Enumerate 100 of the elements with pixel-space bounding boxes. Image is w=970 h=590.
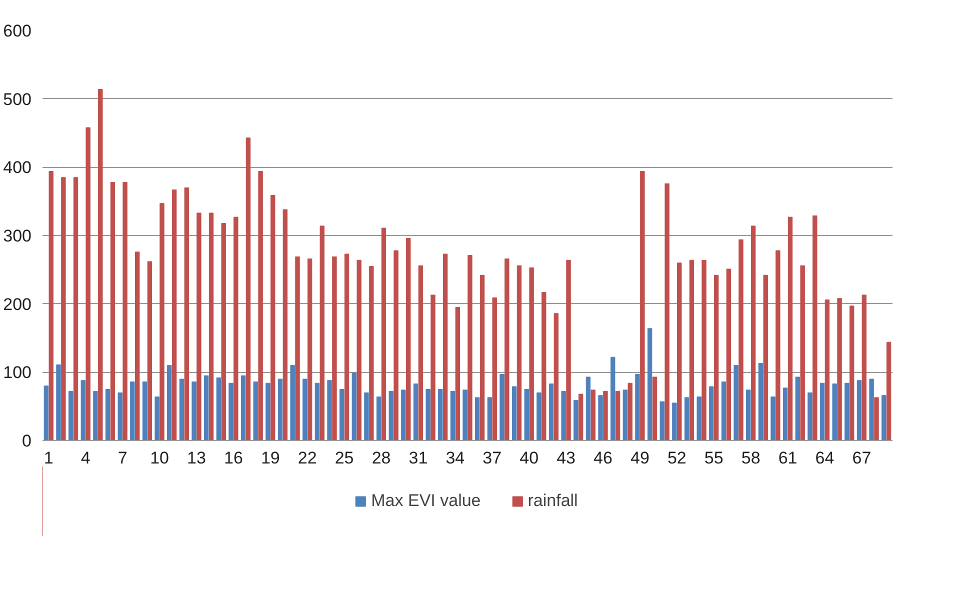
- x-tick-label: 52: [667, 448, 686, 468]
- bar: [603, 391, 608, 440]
- bar: [426, 389, 430, 440]
- bar: [776, 250, 780, 440]
- x-tick-label: 40: [520, 448, 539, 468]
- bar: [702, 260, 706, 440]
- x-tick-label: 25: [334, 448, 354, 468]
- x-tick-label: 58: [741, 448, 760, 468]
- bar: [172, 189, 177, 440]
- bar: [492, 297, 497, 440]
- bar: [406, 238, 411, 440]
- bar: [672, 402, 677, 440]
- bar: [228, 382, 234, 440]
- bar: [566, 260, 571, 440]
- bar: [356, 260, 362, 440]
- bar: [73, 177, 78, 440]
- bar: [327, 380, 332, 440]
- bar: [344, 254, 350, 440]
- bar: [578, 394, 584, 440]
- bar: [647, 328, 652, 440]
- bar: [332, 256, 337, 440]
- x-tick-label: 31: [408, 448, 428, 468]
- bar: [394, 250, 398, 440]
- x-tick-label: 22: [298, 448, 317, 468]
- bar: [340, 389, 344, 440]
- bar: [192, 381, 196, 440]
- bar: [795, 376, 800, 440]
- bar: [837, 298, 842, 440]
- bar: [856, 380, 862, 440]
- bar: [788, 216, 793, 440]
- bar: [270, 194, 276, 440]
- bar: [401, 390, 406, 440]
- bar: [61, 177, 66, 440]
- bar: [709, 386, 714, 440]
- x-tick-label: 34: [446, 448, 465, 468]
- bar: [598, 395, 603, 440]
- bar: [664, 183, 670, 440]
- y-tick-label: 400: [3, 158, 32, 178]
- bar: [258, 171, 263, 440]
- bar: [586, 376, 591, 440]
- bar: [770, 396, 776, 440]
- y-tick-label: 200: [3, 294, 32, 314]
- bar: [147, 261, 152, 440]
- bar: [221, 222, 226, 440]
- bar: [812, 215, 818, 440]
- bar: [314, 382, 320, 440]
- y-tick-label: 600: [3, 22, 32, 40]
- bar: [874, 397, 879, 440]
- bar: [302, 378, 308, 440]
- bar: [689, 260, 694, 440]
- bar: [677, 262, 682, 440]
- bar: [48, 171, 54, 440]
- bar: [290, 365, 295, 440]
- x-tick-label: 49: [630, 448, 650, 468]
- bar: [721, 381, 726, 440]
- bar: [56, 364, 61, 440]
- bar: [240, 375, 246, 440]
- bar: [388, 391, 394, 440]
- x-tick-label: 37: [482, 448, 502, 468]
- bar: [726, 268, 732, 440]
- bar: [86, 127, 90, 440]
- bar: [590, 390, 596, 440]
- bar: [800, 265, 805, 440]
- x-tick-label: 7: [118, 448, 128, 468]
- bar: [536, 392, 542, 440]
- bar: [886, 342, 892, 440]
- x-tick-label: 55: [704, 448, 724, 468]
- x-tick-label: 13: [187, 448, 206, 468]
- bar: [122, 182, 128, 440]
- x-tick-label: 10: [150, 448, 169, 468]
- bar: [320, 226, 324, 440]
- bar: [635, 374, 640, 440]
- bar: [468, 255, 472, 440]
- bar: [529, 267, 534, 440]
- bar: [130, 381, 135, 440]
- bar: [118, 392, 122, 440]
- bar: [882, 395, 886, 440]
- bar: [640, 171, 645, 440]
- bar: [628, 382, 632, 440]
- bar: [204, 375, 209, 440]
- bar: [850, 306, 854, 440]
- bar: [142, 381, 148, 440]
- bar: [216, 377, 222, 440]
- bar: [615, 391, 620, 440]
- bar: [413, 384, 418, 440]
- legend-label: rainfall: [528, 491, 578, 511]
- bar: [475, 397, 480, 440]
- x-tick-label: 4: [80, 448, 90, 468]
- bar: [561, 391, 566, 440]
- bar: [450, 391, 456, 440]
- bar: [820, 382, 825, 440]
- bar: [105, 389, 110, 440]
- x-tick-label: 61: [778, 448, 798, 468]
- bar: [542, 292, 546, 440]
- legend-label: Max EVI value: [371, 491, 481, 511]
- bar: [80, 380, 86, 440]
- bar: [110, 182, 116, 440]
- bar: [154, 396, 160, 440]
- bar: [758, 363, 764, 440]
- x-tick-label: 28: [372, 448, 391, 468]
